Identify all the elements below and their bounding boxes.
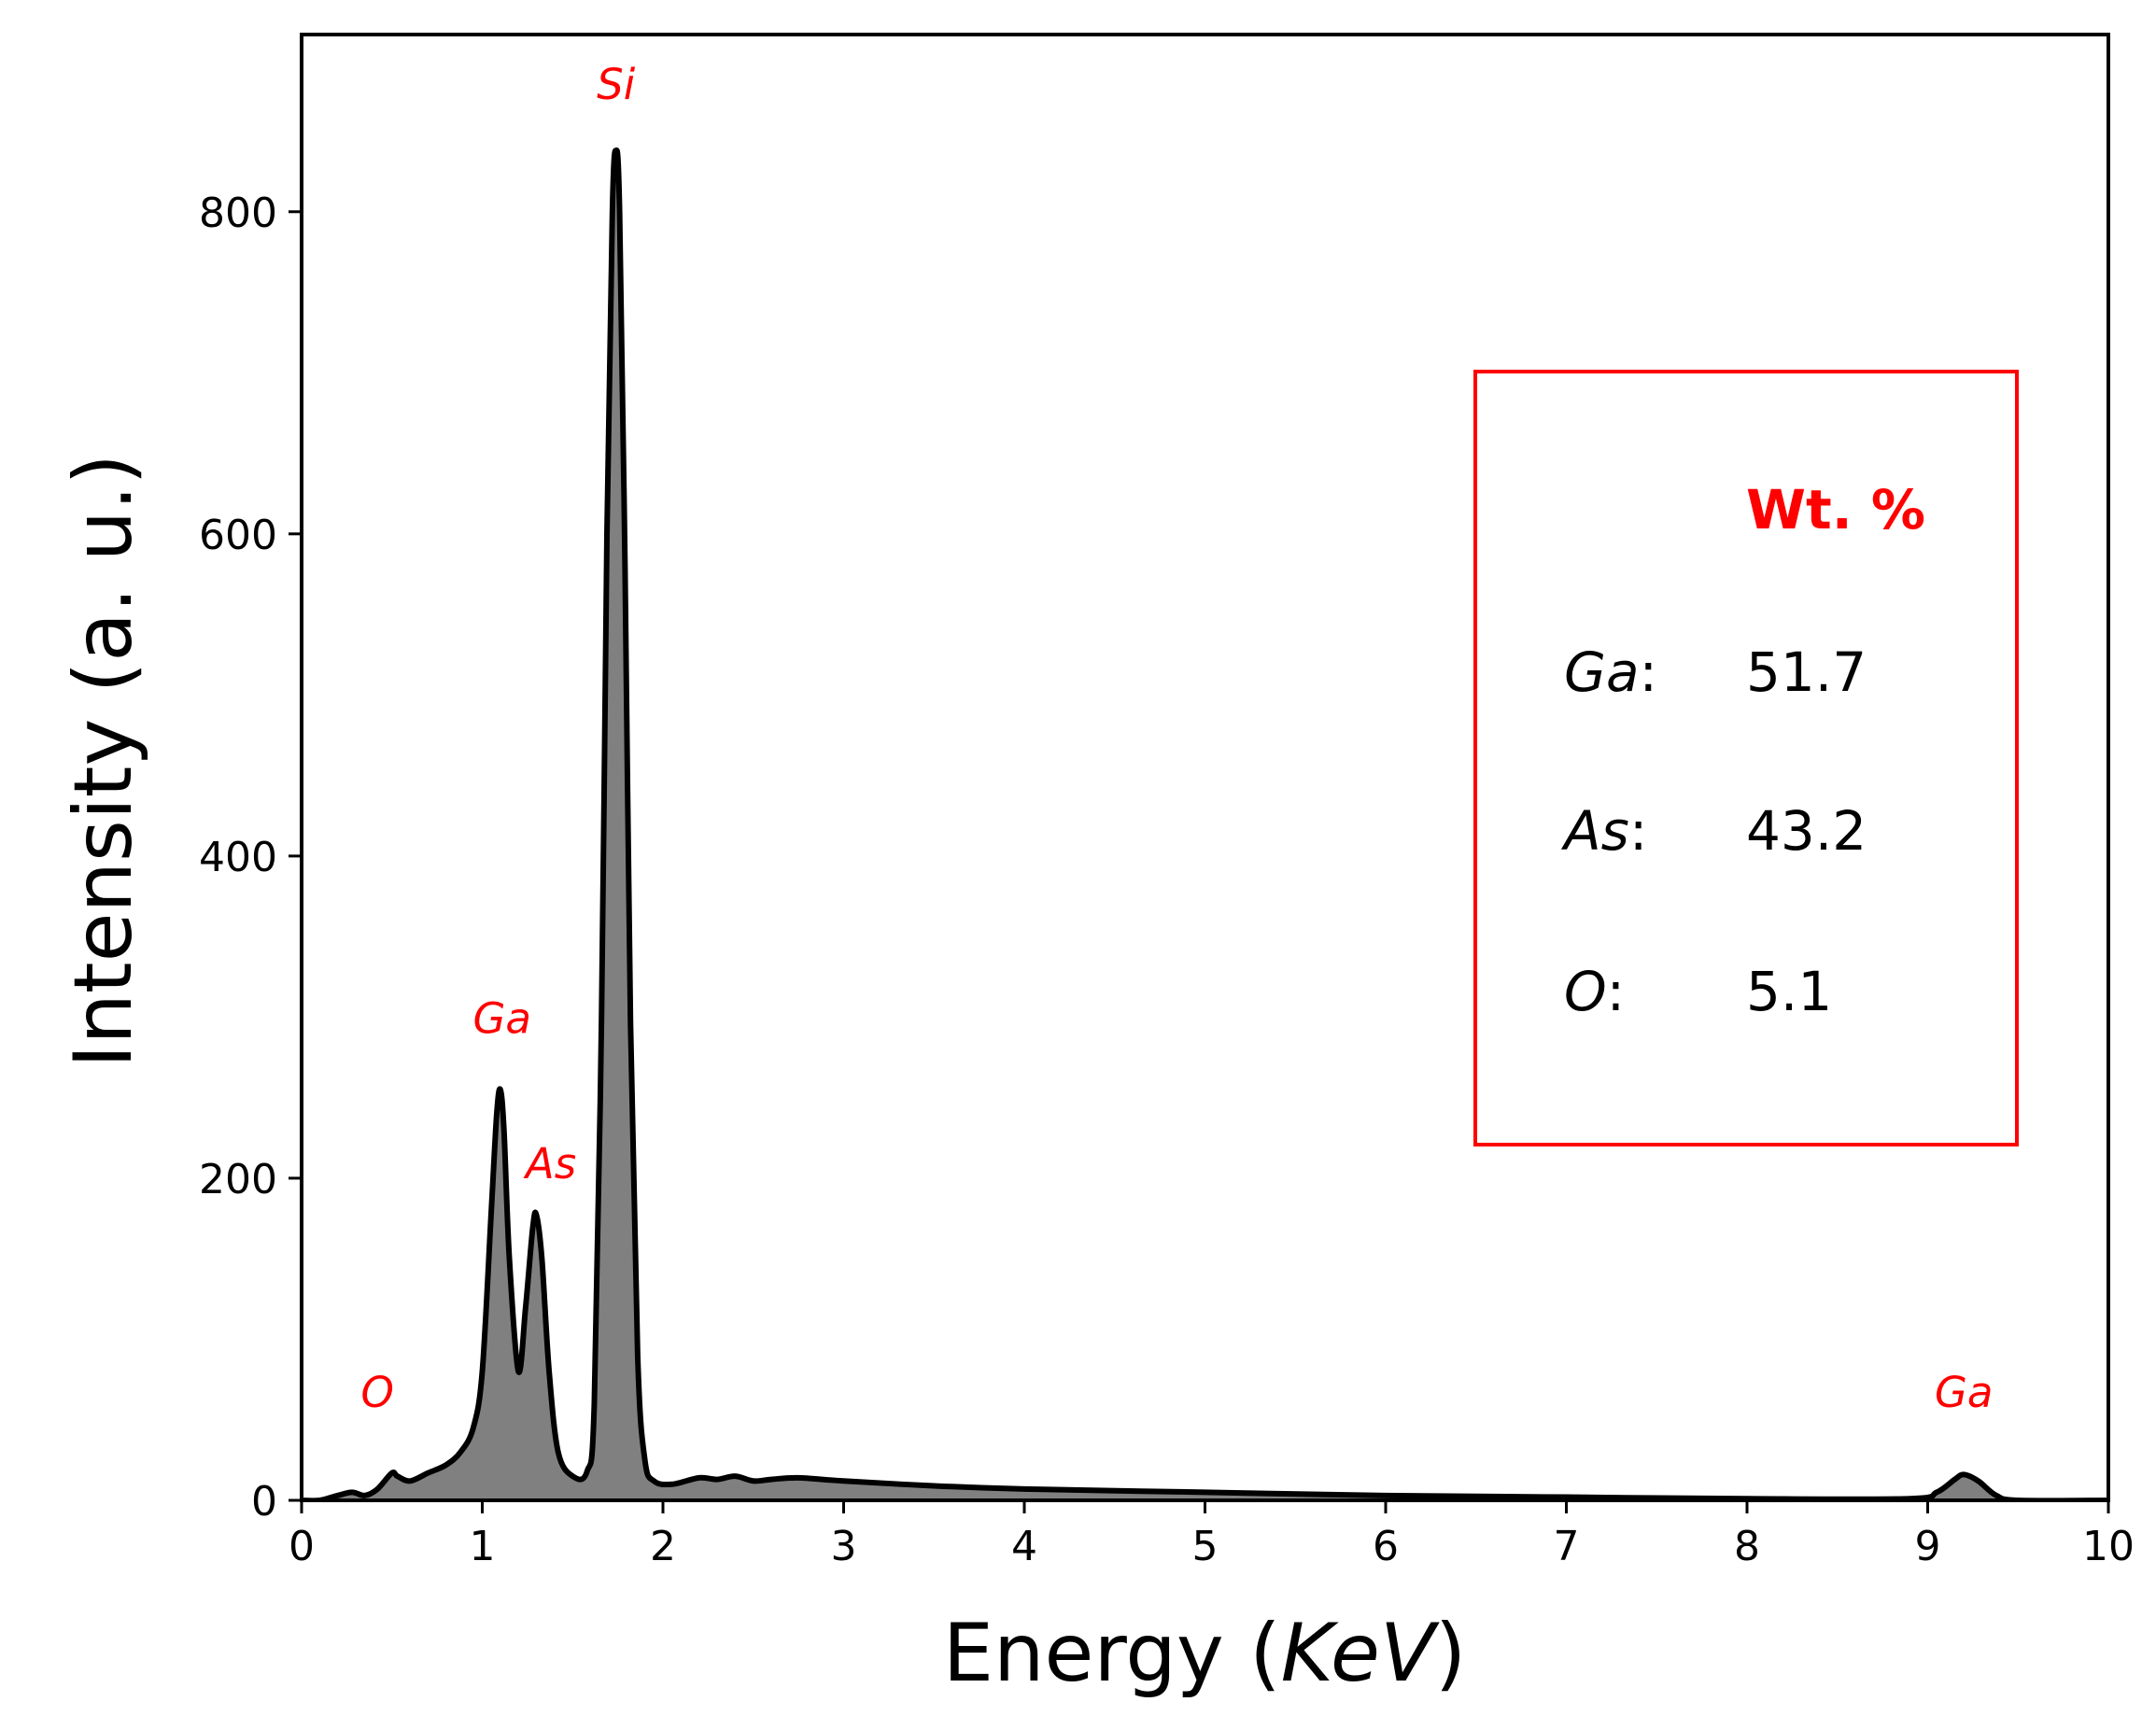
peak-label-o: O (361, 1368, 394, 1417)
legend-row-o: O: (1564, 960, 1625, 1023)
x-tick-label: 1 (470, 1523, 496, 1570)
peak-annotations: O Ga As Si Ga (361, 60, 1994, 1417)
x-tick-label: 6 (1373, 1523, 1399, 1570)
legend-value-o: 5.1 (1746, 960, 1832, 1023)
legend-row-ga: Ga: (1564, 640, 1657, 704)
legend-element-o: O (1564, 960, 1607, 1023)
x-tick-label: 8 (1734, 1523, 1760, 1570)
x-tick-label: 4 (1011, 1523, 1037, 1570)
x-axis-title-close: ) (1435, 1607, 1467, 1700)
legend-row-as: As: (1560, 799, 1647, 863)
y-tick-label: 400 (199, 834, 277, 881)
peak-label-as: As (523, 1139, 576, 1189)
y-tick-label: 800 (199, 190, 277, 237)
legend-frame (1473, 370, 2019, 1146)
x-tick-label: 2 (650, 1523, 676, 1570)
x-tick-label: 7 (1554, 1523, 1580, 1570)
x-axis-title-unit: KeV (1281, 1607, 1440, 1700)
legend-value-as: 43.2 (1746, 799, 1867, 863)
series-line-0 (302, 147, 2108, 1500)
x-tick-label: 9 (1915, 1523, 1941, 1570)
x-axis-title: Energy (KeV) (943, 1607, 1467, 1700)
peak-label-ga: Ga (473, 994, 531, 1044)
y-tick-label: 600 (199, 512, 277, 559)
peak-label-si: Si (597, 60, 636, 109)
y-tick-label: 200 (199, 1156, 277, 1203)
series-layer (302, 147, 2108, 1500)
peak-label-ga: Ga (1935, 1368, 1993, 1417)
y-axis-title: Intensity (a. u.) (57, 454, 150, 1068)
x-tick-label: 5 (1192, 1523, 1219, 1570)
x-tick-label: 3 (831, 1523, 857, 1570)
legend-title: Wt. % (1746, 478, 1925, 542)
composition-legend: Wt. % Ga: 51.7 As: 43.2 O: 5.1 (1473, 370, 2019, 1146)
x-axis-ticks: 0 1 2 3 4 5 6 7 8 9 10 (289, 1500, 2135, 1570)
legend-value-ga: 51.7 (1746, 640, 1867, 704)
y-axis-ticks: 0 200 400 600 800 (199, 190, 302, 1526)
x-tick-label: 0 (289, 1523, 315, 1570)
y-tick-label: 0 (251, 1478, 277, 1526)
legend-element-ga: Ga (1564, 640, 1640, 704)
x-axis-title-main: Energy ( (943, 1607, 1281, 1700)
x-tick-label: 10 (2082, 1523, 2135, 1570)
legend-element-as: As (1560, 799, 1629, 863)
